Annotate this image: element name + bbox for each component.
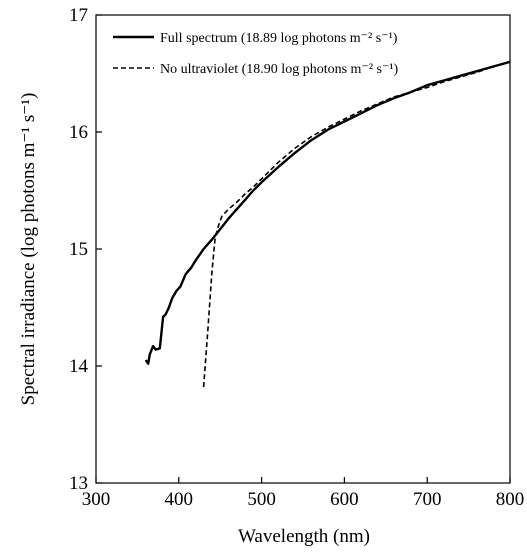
- x-tick-label: 600: [330, 489, 359, 510]
- x-tick-label: 400: [165, 489, 194, 510]
- x-tick-label: 800: [496, 489, 525, 510]
- y-tick-label: 15: [69, 239, 88, 260]
- legend-label-no-ultraviolet: No ultraviolet (18.90 log photons m⁻² s⁻…: [160, 62, 399, 77]
- series-line-no-ultraviolet: [202, 61, 511, 388]
- y-tick-label: 16: [69, 122, 88, 143]
- x-tick-label: 700: [413, 489, 442, 510]
- legend-label-full-spectrum: Full spectrum (18.89 log photons m⁻² s⁻¹…: [160, 31, 398, 46]
- y-axis-title: Spectral irradiance (log photons m⁻¹ s⁻¹…: [18, 93, 39, 406]
- y-tick-label: 17: [69, 5, 88, 26]
- y-tick-label: 14: [69, 356, 89, 377]
- x-tick-label: 500: [247, 489, 276, 510]
- series-line-full-spectrum: [144, 60, 511, 365]
- legend: Full spectrum (18.89 log photons m⁻² s⁻¹…: [113, 31, 399, 77]
- series-lines: [144, 60, 511, 388]
- x-axis-title: Wavelength (nm): [238, 526, 370, 547]
- axes: 300 400 500 600 700 800 13 14 15 16 17: [69, 5, 524, 510]
- plot-frame: [95, 14, 511, 484]
- x-tick-label: 300: [82, 489, 111, 510]
- y-tick-label: 13: [69, 473, 88, 494]
